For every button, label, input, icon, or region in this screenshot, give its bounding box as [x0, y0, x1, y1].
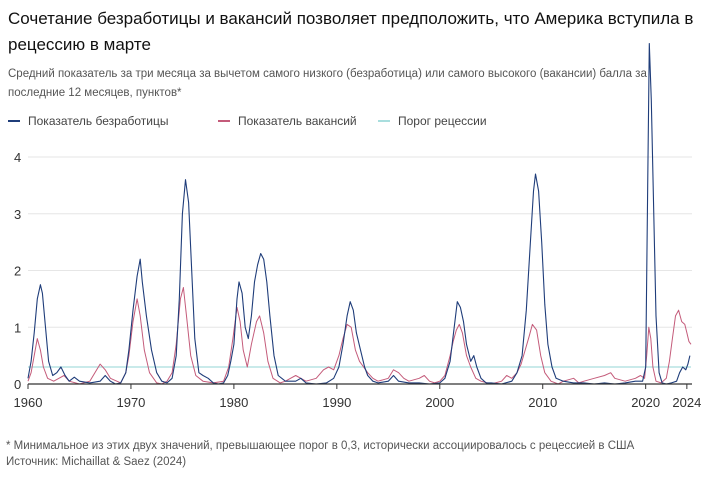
- x-tick-label: 1980: [219, 395, 248, 410]
- y-tick-label: 2: [14, 264, 21, 279]
- series-group: [27, 42, 692, 385]
- x-tick-label: 1990: [322, 395, 351, 410]
- line-chart: 0 1 2 3 4 1960 1970 1980 1990 2000 2010 2020 2024: [14, 42, 702, 410]
- x-tick-label: 1970: [116, 395, 145, 410]
- legend-label-unemployment: Показатель безработицы: [28, 114, 169, 128]
- legend-item-threshold: Порог рецессии: [378, 114, 487, 128]
- source-note: Источник: Michaillat & Saez (2024): [6, 456, 187, 468]
- x-tick-label: 2020: [631, 395, 660, 410]
- legend-swatch-unemployment: [8, 120, 20, 122]
- legend-item-unemployment: Показатель безработицы: [8, 114, 168, 128]
- legend-swatch-vacancies: [218, 120, 230, 122]
- y-tick-label: 3: [14, 207, 21, 222]
- y-tick-label: 1: [14, 320, 21, 335]
- y-tick-label: 4: [14, 150, 21, 165]
- legend-label-threshold: Порог рецессии: [398, 114, 487, 128]
- series-line-unemployment: [27, 42, 691, 385]
- footnote: * Минимальное из этих двух значений, пре…: [6, 440, 635, 452]
- axes: 0 1 2 3 4 1960 1970 1980 1990 2000 2010 2020 2024: [14, 150, 702, 410]
- y-tick-label: 0: [14, 377, 21, 392]
- chart-title: Сочетание безработицы и вакансий позволя…: [8, 9, 694, 54]
- legend: Показатель безработицы Показатель ваканс…: [8, 114, 698, 132]
- footnote-block: * Минимальное из этих двух значений, пре…: [6, 438, 706, 470]
- x-tick-label: 2000: [425, 395, 454, 410]
- series-line-vacancies: [27, 287, 692, 385]
- legend-swatch-threshold: [378, 120, 390, 122]
- chart-subtitle: Средний показатель за три месяца за выче…: [8, 68, 647, 99]
- grid: [28, 156, 692, 328]
- x-tick-label: 2010: [528, 395, 557, 410]
- legend-label-vacancies: Показатель вакансий: [238, 114, 357, 128]
- x-tick-label: 1960: [14, 395, 43, 410]
- legend-item-vacancies: Показатель вакансий: [218, 114, 357, 128]
- x-tick-label: 2024: [672, 395, 701, 410]
